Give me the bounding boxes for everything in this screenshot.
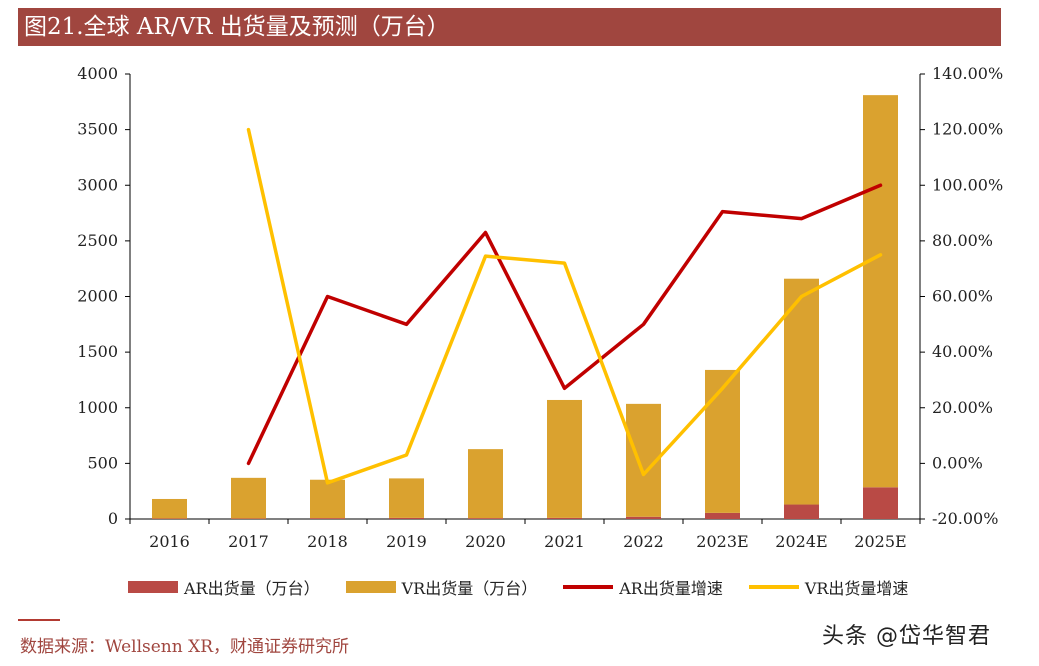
bar-vr: [389, 478, 424, 518]
y-left-tick-label: 0: [108, 509, 118, 528]
bar-vr: [468, 449, 503, 519]
legend-item-vr-bar: VR出货量（万台）: [345, 575, 538, 599]
vr-bar-swatch: [345, 581, 396, 593]
bar-ar: [547, 517, 582, 519]
legend-label-vr-bar: VR出货量（万台）: [401, 579, 538, 598]
chart-title: 图21.全球 AR/VR 出货量及预测（万台）: [18, 8, 1001, 46]
bar-vr: [310, 479, 345, 519]
line-ar-growth: [246, 183, 883, 466]
bar-vr: [231, 477, 266, 519]
y-right-tick-label: 20.00%: [932, 398, 993, 417]
y-right-tick-label: 120.00%: [932, 120, 1003, 139]
y-right-tick-label: 100.00%: [932, 175, 1003, 194]
bar-vr: [152, 498, 187, 519]
x-tick-label: 2017: [228, 532, 269, 551]
source-note: 数据来源：Wellsenn XR，财通证券研究所: [20, 637, 350, 657]
bar-vr: [547, 399, 582, 518]
legend-item-vr-line: VR出货量增速: [748, 575, 909, 599]
bar-vr: [705, 369, 740, 513]
y-right-tick-label: -20.00%: [932, 509, 998, 528]
watermark: 头条 @岱华智君: [822, 624, 991, 649]
ar-line-swatch: [563, 585, 614, 589]
y-right-tick-label: 40.00%: [932, 342, 993, 361]
bar-ar: [626, 516, 661, 519]
x-tick-label: 2024E: [775, 532, 827, 551]
x-tick-label: 2021: [544, 532, 585, 551]
x-tick-label: 2022: [623, 532, 664, 551]
x-tick-label: 2019: [386, 532, 427, 551]
line-vr-growth: [246, 127, 883, 485]
y-right-tick-label: 140.00%: [932, 64, 1003, 83]
x-tick-label: 2020: [465, 532, 506, 551]
bar-ar: [310, 518, 345, 519]
bar-ar: [231, 518, 266, 519]
x-tick-label: 2016: [149, 532, 190, 551]
y-left-tick-label: 1000: [77, 398, 118, 417]
y-right-tick-label: 80.00%: [932, 231, 993, 250]
ar-bar-swatch: [128, 581, 178, 593]
legend-item-ar-line: AR出货量增速: [563, 575, 723, 599]
y-left-tick-label: 500: [87, 453, 118, 472]
legend-label-ar-bar: AR出货量（万台）: [184, 579, 320, 598]
x-tick-label: 2023E: [696, 532, 748, 551]
y-right-tick-label: 60.00%: [932, 287, 993, 306]
bar-ar: [863, 487, 898, 519]
y-left-tick-label: 4000: [77, 64, 118, 83]
y-right-tick-label: 0.00%: [932, 453, 983, 472]
y-left-tick-label: 2000: [77, 287, 118, 306]
legend-label-ar-line: AR出货量增速: [619, 579, 723, 598]
legend: AR出货量（万台） VR出货量（万台） AR出货量增速 VR出货量增速: [128, 574, 988, 600]
bar-ar: [389, 517, 424, 519]
bar-vr: [863, 95, 898, 488]
bar-ar: [705, 512, 740, 519]
bar-ar: [468, 518, 503, 519]
y-left-tick-label: 2500: [77, 231, 118, 250]
x-tick-label: 2018: [307, 532, 348, 551]
y-left-tick-label: 3500: [77, 120, 118, 139]
x-tick-label: 2025E: [854, 532, 906, 551]
footer-rule: [18, 619, 60, 621]
vr-line-swatch: [748, 585, 799, 589]
bar-vr: [784, 278, 819, 505]
y-left-tick-label: 1500: [77, 342, 118, 361]
legend-item-ar-bar: AR出货量（万台）: [128, 575, 320, 599]
bar-ar: [784, 504, 819, 519]
legend-label-vr-line: VR出货量增速: [804, 579, 909, 598]
bar-ar: [152, 518, 187, 519]
y-left-tick-label: 3000: [77, 175, 118, 194]
